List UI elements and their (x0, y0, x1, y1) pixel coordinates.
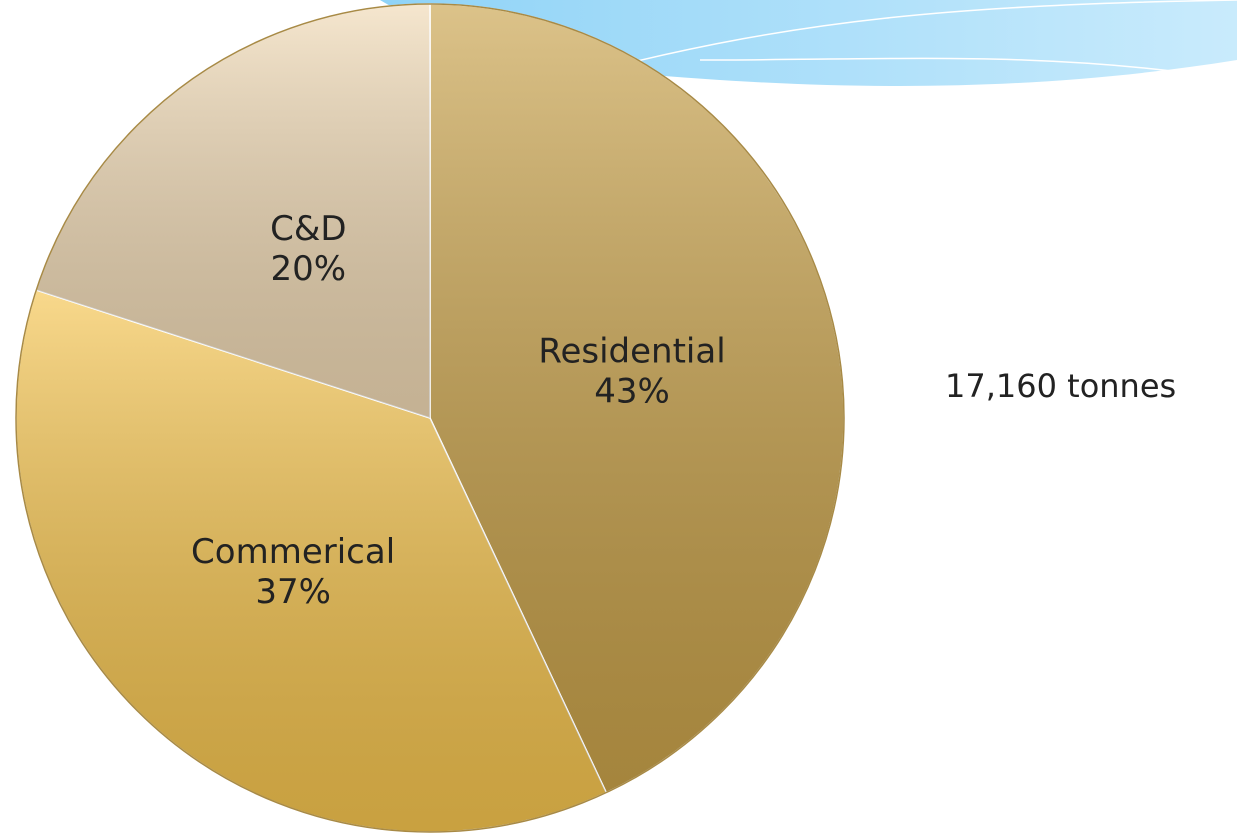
slice-value: 37% (255, 572, 331, 612)
slice-value: 43% (594, 371, 670, 411)
slice-label: Commerical (191, 532, 395, 572)
slice-label: Residential (538, 331, 725, 371)
slice-label: C&D (270, 209, 346, 249)
annotation: 17,160 tonnes (945, 367, 1176, 405)
pie-outline (15, 3, 845, 833)
slice-value: 20% (271, 249, 347, 289)
